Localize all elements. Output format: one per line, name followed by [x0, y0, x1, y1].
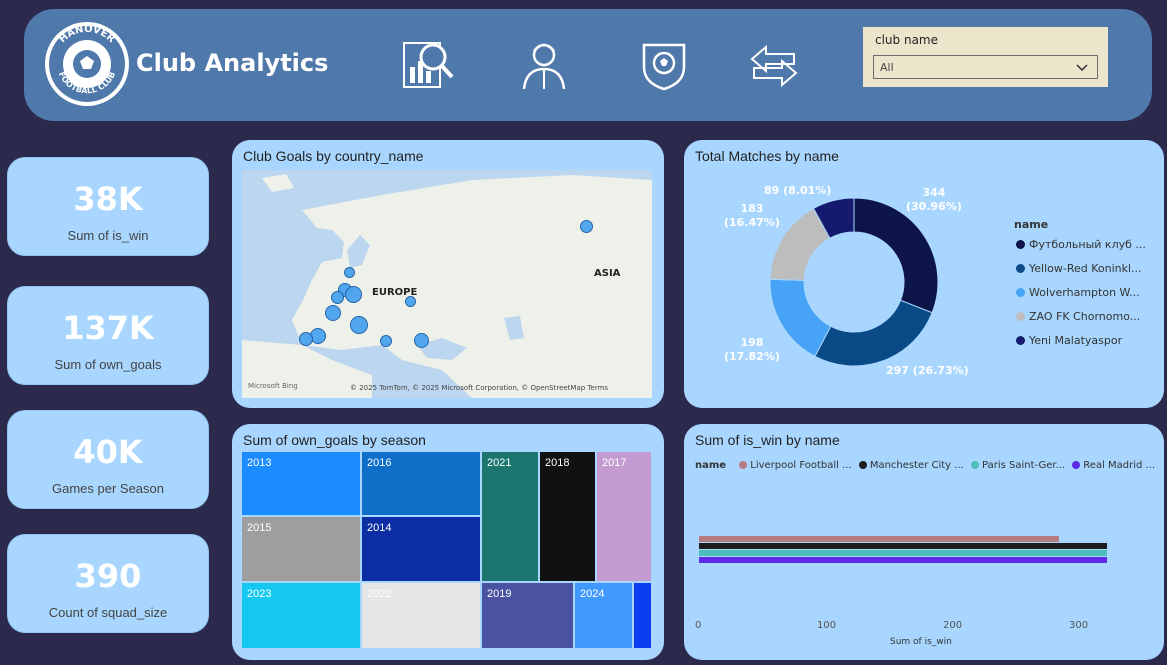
- donut-slice[interactable]: [812, 197, 855, 239]
- treemap-tile[interactable]: 2013: [242, 452, 360, 515]
- legend-dot: [1016, 288, 1025, 297]
- map-bubble[interactable]: [299, 332, 313, 346]
- club-name-dropdown[interactable]: All: [873, 55, 1098, 79]
- header-bar: HANOVER FOOTBALL CLUB Club Analytics clu…: [24, 9, 1152, 121]
- bar[interactable]: [699, 536, 1059, 542]
- legend-title: name: [1014, 218, 1049, 231]
- club-logo: HANOVER FOOTBALL CLUB: [45, 22, 129, 106]
- treemap-tile[interactable]: 2021: [482, 452, 538, 581]
- map-label-asia: ASIA: [594, 268, 621, 279]
- legend-item[interactable]: Manchester City ...: [855, 460, 964, 471]
- app-title: Club Analytics: [136, 49, 329, 77]
- treemap-tile[interactable]: 2014: [362, 517, 480, 581]
- map-label-europe: EUROPE: [372, 287, 418, 298]
- bar[interactable]: [699, 543, 1107, 549]
- panel-title: Total Matches by name: [695, 148, 839, 164]
- kpi-value: 40K: [73, 433, 143, 471]
- legend-dot: [971, 461, 979, 469]
- panel-title: Sum of own_goals by season: [243, 432, 426, 448]
- x-tick-label: 300: [1069, 620, 1089, 631]
- x-axis-title: Sum of is_win: [890, 637, 952, 647]
- analytics-icon[interactable]: [400, 37, 456, 93]
- treemap-tile[interactable]: [634, 583, 651, 648]
- legend-item[interactable]: ZAO FK Chornomo...: [1016, 310, 1140, 323]
- kpi-value: 390: [74, 557, 142, 595]
- legend-dot: [1016, 312, 1025, 321]
- donut-chart[interactable]: [684, 140, 1164, 408]
- legend-dot: [739, 461, 748, 469]
- map-bubble[interactable]: [405, 296, 416, 307]
- filter-label: club name: [875, 33, 938, 47]
- club-badge-icon[interactable]: [636, 37, 692, 93]
- treemap-panel: Sum of own_goals by season 2013 2016 202…: [232, 424, 664, 660]
- chevron-down-icon: [1076, 64, 1088, 72]
- panel-title: Sum of is_win by name: [695, 432, 840, 448]
- legend-item[interactable]: Paris Saint-Ger...: [967, 460, 1065, 471]
- treemap-tile[interactable]: 2018: [540, 452, 595, 581]
- treemap-tile[interactable]: 2017: [597, 452, 651, 581]
- kpi-label: Games per Season: [51, 481, 164, 496]
- treemap-tile[interactable]: 2022: [362, 583, 480, 648]
- bing-logo: Microsoft Bing: [248, 382, 298, 390]
- panel-title: Club Goals by country_name: [243, 148, 424, 164]
- kpi-value: 137K: [62, 309, 154, 347]
- kpi-card-wins: 38K Sum of is_win: [7, 157, 209, 256]
- filter-selected-value: All: [880, 61, 894, 74]
- map-bubble[interactable]: [380, 335, 392, 347]
- kpi-label: Sum of own_goals: [54, 357, 162, 372]
- donut-data-label: 183 (16.47%): [724, 202, 780, 229]
- legend-dot: [1072, 461, 1081, 469]
- legend-dot: [858, 461, 867, 469]
- kpi-card-squad-size: 390 Count of squad_size: [7, 534, 209, 633]
- kpi-card-games-per-season: 40K Games per Season: [7, 410, 209, 509]
- player-icon[interactable]: [516, 37, 572, 93]
- kpi-value: 38K: [73, 180, 143, 218]
- map-bubble[interactable]: [345, 286, 362, 303]
- kpi-label: Sum of is_win: [67, 228, 149, 243]
- swap-icon[interactable]: [746, 37, 802, 93]
- legend-dot: [1016, 240, 1025, 249]
- club-name-filter: club name All: [863, 27, 1108, 87]
- donut-panel: Total Matches by name 344 (30.96%) 297 (…: [684, 140, 1164, 408]
- treemap-tile[interactable]: 2016: [362, 452, 480, 515]
- x-tick-label: 0: [695, 620, 702, 631]
- treemap-tile[interactable]: 2024: [575, 583, 632, 648]
- bar[interactable]: [699, 550, 1107, 556]
- legend-item[interactable]: Real Madrid ...: [1068, 460, 1155, 471]
- legend-dot: [1016, 264, 1025, 273]
- map-bubble[interactable]: [331, 291, 344, 304]
- bar[interactable]: [699, 557, 1107, 563]
- kpi-card-own-goals: 137K Sum of own_goals: [7, 286, 209, 385]
- donut-slice[interactable]: [814, 299, 933, 367]
- map-bubble[interactable]: [325, 305, 341, 321]
- legend-item[interactable]: Yeni Malatyaspor: [1016, 334, 1122, 347]
- map-bubble[interactable]: [580, 220, 593, 233]
- bar-legend: name Liverpool Football ... Manchester C…: [695, 460, 1155, 471]
- legend-item[interactable]: Yellow-Red Koninkl...: [1016, 262, 1142, 275]
- donut-data-label: 344 (30.96%): [906, 186, 962, 213]
- treemap-tile[interactable]: 2023: [242, 583, 360, 648]
- donut-data-label: 297 (26.73%): [886, 364, 969, 377]
- donut-slice[interactable]: [853, 197, 939, 314]
- treemap-tile[interactable]: 2019: [482, 583, 573, 648]
- legend-item[interactable]: Liverpool Football ...: [735, 460, 852, 471]
- legend-item[interactable]: Wolverhampton W...: [1016, 286, 1140, 299]
- map-bubble[interactable]: [414, 333, 429, 348]
- donut-data-label: 198 (17.82%): [724, 336, 780, 363]
- legend-dot: [1016, 336, 1025, 345]
- legend-item[interactable]: Футбольный клуб ...: [1016, 238, 1146, 251]
- map-bubble[interactable]: [350, 316, 368, 334]
- x-tick-label: 200: [943, 620, 963, 631]
- treemap-tile[interactable]: 2015: [242, 517, 360, 581]
- x-tick-label: 100: [817, 620, 837, 631]
- map-panel: Club Goals by country_name EUROPE ASIA M…: [232, 140, 664, 408]
- map-bubble[interactable]: [344, 267, 355, 278]
- map-visual[interactable]: EUROPE ASIA Microsoft Bing © 2025 TomTom…: [242, 170, 652, 398]
- bar-panel: Sum of is_win by name name Liverpool Foo…: [684, 424, 1164, 660]
- donut-data-label: 89 (8.01%): [764, 184, 832, 197]
- kpi-label: Count of squad_size: [48, 605, 168, 620]
- map-landmass: [242, 170, 652, 398]
- bar-legend-title: name: [695, 460, 727, 471]
- map-credit[interactable]: © 2025 TomTom, © 2025 Microsoft Corporat…: [350, 384, 609, 392]
